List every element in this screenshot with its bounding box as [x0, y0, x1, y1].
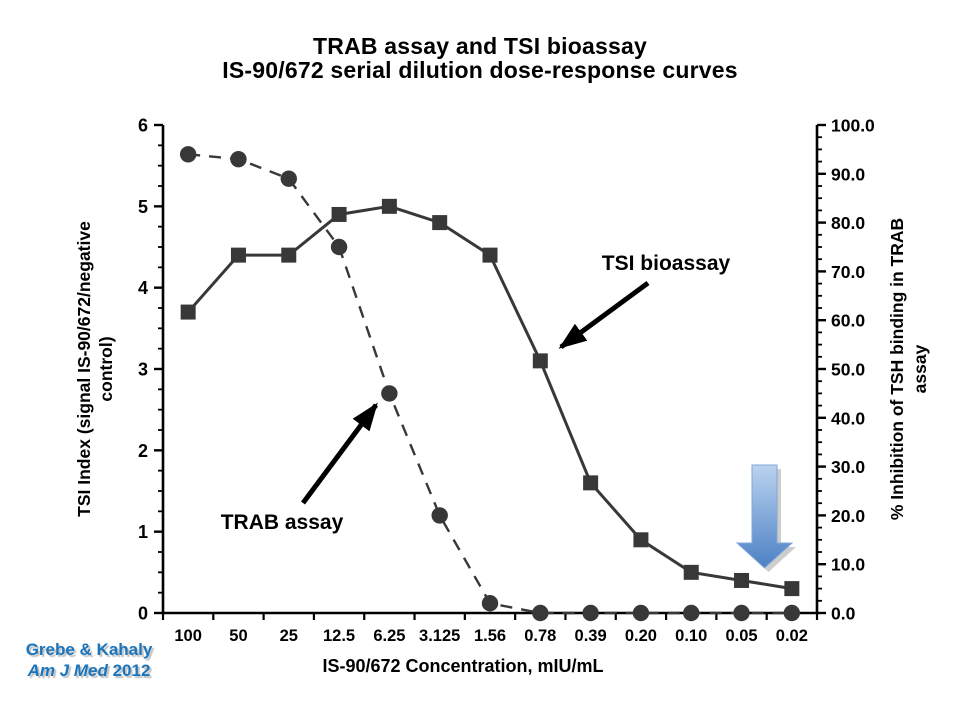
tsi-bioassay-annotation-arrow — [558, 280, 650, 350]
right-axis-tick-label: 50.0 — [831, 360, 865, 380]
tsi-bioassay-marker — [331, 206, 347, 222]
right-axis-tick-label: 40.0 — [831, 408, 865, 428]
right-axis-tick-label: 10.0 — [831, 555, 865, 575]
highlight-down-arrow — [735, 464, 794, 569]
tsi-bioassay-marker — [432, 215, 448, 231]
right-axis-tick-label: 80.0 — [831, 213, 865, 233]
tsi-bioassay-marker — [734, 572, 750, 588]
right-axis-title-line2: assay — [910, 344, 930, 393]
x-axis-tick-label: 25 — [280, 627, 298, 645]
x-axis-tick-label: 0.39 — [575, 627, 607, 645]
x-axis-tick-label: 50 — [229, 627, 247, 645]
trab-assay-marker — [431, 507, 448, 524]
tsi-bioassay-marker — [583, 475, 599, 491]
trab-assay-marker — [683, 604, 700, 622]
x-axis-tick-label: 6.25 — [373, 627, 405, 645]
left-axis-tick-label: 6 — [138, 116, 148, 136]
trab-assay-marker — [582, 604, 599, 622]
tsi-bioassay-marker — [784, 581, 800, 597]
citation: Grebe & Kahaly Am J Med 2012 — [8, 639, 170, 681]
tsi-bioassay-marker — [230, 247, 246, 263]
citation-journal: Am J Med 2012 — [27, 661, 151, 680]
x-axis-title: IS-90/672 Concentration, mIU/mL — [322, 656, 604, 676]
left-axis-tick-label: 0 — [138, 604, 148, 624]
x-axis-tick-label: 12.5 — [323, 627, 355, 645]
chart-title-line2: IS-90/672 serial dilution dose-response … — [222, 57, 738, 83]
left-axis-title-line1: TSI Index (signal IS-90/672/negative — [74, 221, 94, 517]
trab-assay-marker — [330, 238, 348, 256]
left-axis-tick-label: 1 — [138, 522, 148, 542]
trab-assay-marker — [381, 385, 398, 402]
left-axis-tick-label: 4 — [138, 278, 148, 298]
tsi-bioassay-marker — [180, 304, 196, 320]
citation-authors: Grebe & Kahaly — [25, 640, 153, 659]
x-axis-tick-label: 0.78 — [524, 627, 556, 645]
tsi-bioassay-marker — [381, 198, 397, 214]
trab-assay-marker — [230, 150, 247, 168]
right-axis-tick-label: 90.0 — [831, 164, 865, 184]
left-axis-tick-label: 3 — [138, 360, 148, 380]
left-axis-tick-label: 2 — [138, 441, 148, 461]
x-axis-tick-label: 0.05 — [725, 627, 757, 645]
trab-assay-marker — [783, 604, 801, 622]
right-axis-tick-label: 0.0 — [831, 604, 856, 624]
tsi-bioassay-marker — [532, 353, 548, 369]
x-axis-tick-label: 0.02 — [776, 627, 808, 645]
chart-title-line1: TRAB assay and TSI bioassay — [313, 33, 647, 59]
tsi-bioassay-marker — [683, 564, 699, 580]
trab-assay-marker — [481, 595, 499, 612]
right-axis-tick-label: 100.0 — [831, 116, 875, 136]
trab-assay-marker — [532, 604, 549, 622]
trab-assay-line — [188, 153, 792, 615]
tsi-bioassay-marker — [281, 247, 297, 263]
tsi-bioassay-marker — [633, 532, 649, 548]
x-axis-tick-label: 100 — [174, 627, 202, 645]
x-axis-tick-label: 1.56 — [474, 627, 506, 645]
x-axis-tick-label: 0.20 — [625, 627, 657, 645]
chart-title: TRAB assay and TSI bioassay IS-90/672 se… — [0, 34, 960, 82]
right-axis-tick-label: 70.0 — [831, 262, 865, 282]
x-axis-tick-label: 3.125 — [419, 627, 460, 645]
tsi-bioassay-annotation-label: TSI bioassay — [602, 252, 731, 275]
right-axis-title-line1: % Inhibition of TSH binding in TRAB — [887, 218, 907, 520]
trab-assay-marker — [179, 146, 197, 163]
tsi-bioassay-marker — [482, 247, 498, 263]
trab-assay-marker — [733, 604, 750, 622]
x-axis-tick-label: 0.10 — [675, 627, 707, 645]
trab-assay-marker — [280, 170, 297, 187]
trab-assay-marker — [632, 604, 650, 622]
left-axis-title-line2: control) — [96, 336, 116, 401]
left-axis-tick-label: 5 — [138, 197, 148, 217]
trab-assay-annotation-label: TRAB assay — [221, 511, 344, 534]
right-axis-tick-label: 30.0 — [831, 457, 865, 477]
trab-assay-annotation-arrow — [300, 402, 379, 505]
right-axis-tick-label: 20.0 — [831, 506, 865, 526]
right-axis-tick-label: 60.0 — [831, 311, 865, 331]
